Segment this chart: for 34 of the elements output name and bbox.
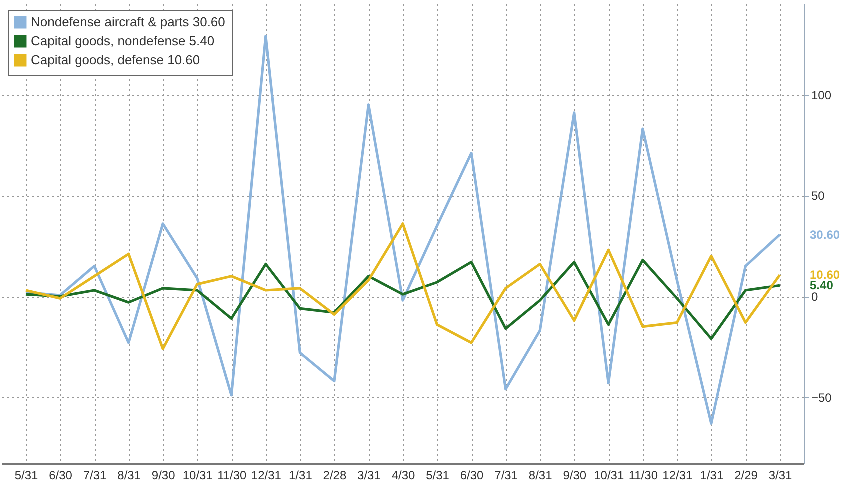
y-tick-label: 100	[812, 88, 832, 102]
x-tick-label: 10/31	[594, 468, 624, 482]
line-series	[24, 258, 782, 340]
x-tick-label: 3/31	[358, 468, 382, 482]
x-tick-label: 5/31	[14, 468, 38, 482]
text: 30.60	[810, 228, 840, 242]
legend-label: Nondefense aircraft & parts 30.60	[31, 14, 226, 30]
x-tick-label: 3/31	[768, 468, 793, 482]
x-tick-label: 5/31	[426, 468, 450, 482]
x-tick-label: 7/31	[494, 468, 518, 482]
x-tick-label: 8/31	[118, 468, 142, 482]
x-tick-label: 11/30	[218, 468, 248, 482]
y-tick-label: 50	[812, 189, 826, 204]
y-tick-label: −50	[812, 390, 832, 405]
x-tick-label: 8/31	[528, 468, 553, 482]
x-tick-label: 2/29	[734, 468, 758, 482]
x-tick-label: 10/31	[182, 468, 214, 482]
x-tick-label: 1/31	[700, 468, 724, 482]
x-tick-label: 6/30	[49, 468, 73, 482]
x-tick-label: 7/31	[83, 468, 108, 482]
y-tick-label: 0	[812, 290, 818, 304]
x-tick-label: 4/30	[392, 468, 416, 482]
line-series	[24, 34, 782, 425]
x-tick-label: 11/30	[628, 468, 658, 482]
x-tick-label: 12/31	[662, 468, 694, 482]
x-tick-label: 6/30	[460, 468, 484, 482]
x-tick-label: 2/28	[323, 468, 347, 482]
x-tick-label: 9/30	[563, 468, 587, 482]
legend-label: Capital goods, defense 10.60	[31, 52, 200, 68]
x-tick-label: 1/31	[289, 468, 313, 482]
line-series	[24, 222, 782, 350]
x-tick-label: 9/30	[152, 468, 176, 482]
x-tick-label: 12/31	[251, 468, 282, 482]
legend-label: Capital goods, nondefense 5.40	[31, 34, 215, 48]
